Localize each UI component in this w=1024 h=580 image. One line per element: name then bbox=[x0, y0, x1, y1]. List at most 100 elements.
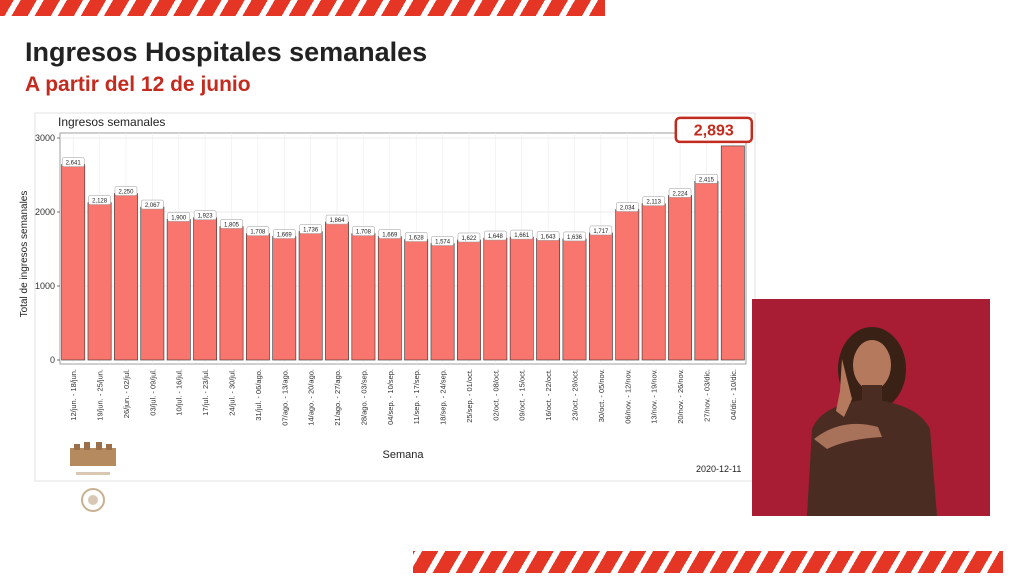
chart-title: Ingresos semanales bbox=[58, 115, 165, 129]
x-tick-label: 27/nov. - 03/dic. bbox=[702, 369, 711, 422]
decorative-stripe-top bbox=[0, 0, 605, 16]
bar bbox=[298, 231, 323, 361]
x-axis-label: Semana bbox=[383, 449, 425, 461]
data-label: 1,648 bbox=[488, 234, 504, 240]
data-label: 1,643 bbox=[541, 234, 557, 240]
x-tick-label: 13/nov. - 19/nov. bbox=[650, 369, 659, 424]
data-label: 1,864 bbox=[330, 218, 346, 224]
data-label-box bbox=[378, 229, 402, 239]
x-tick-label: 28/ago. - 03/sep. bbox=[359, 369, 368, 425]
decorative-stripe-bottom bbox=[413, 551, 1003, 573]
bar bbox=[272, 236, 297, 361]
data-label: 1,669 bbox=[277, 232, 293, 238]
bar bbox=[562, 238, 587, 361]
y-tick-label: 3000 bbox=[35, 133, 55, 143]
bar bbox=[325, 221, 349, 361]
data-label-box bbox=[589, 225, 613, 236]
data-label: 1,923 bbox=[198, 214, 214, 220]
x-tick-label: 10/jul. - 16/jul. bbox=[175, 369, 184, 416]
interpreter-figure bbox=[807, 327, 937, 516]
bar bbox=[694, 180, 719, 361]
x-tick-label: 06/nov. - 12/nov. bbox=[623, 369, 632, 424]
x-tick-label: 14/ago. - 20/ago. bbox=[307, 369, 316, 426]
x-tick-label: 24/jul. - 30/jul. bbox=[228, 369, 237, 416]
emblem-logo bbox=[68, 440, 118, 515]
x-tick-label: 12/jun. - 18/jun. bbox=[69, 369, 78, 421]
bar bbox=[219, 226, 244, 361]
data-label-box bbox=[536, 231, 560, 241]
bar bbox=[351, 233, 376, 361]
x-tick-label: 25/sep. - 01/oct. bbox=[465, 369, 474, 423]
data-label-box bbox=[88, 195, 111, 205]
data-label: 1,574 bbox=[435, 240, 451, 246]
x-tick-label: 11/sep. - 17/sep. bbox=[412, 369, 421, 424]
data-label: 1,717 bbox=[593, 229, 609, 235]
x-tick-label: 19/jun. - 25/jun. bbox=[96, 369, 105, 421]
bar bbox=[114, 193, 138, 361]
data-label-box bbox=[668, 188, 692, 198]
x-tick-label: 07/ago. - 13/ago. bbox=[280, 369, 289, 426]
data-label: 2,128 bbox=[92, 199, 108, 205]
bar bbox=[588, 232, 613, 361]
x-tick-label: 21/ago. - 27/ago. bbox=[333, 369, 342, 426]
data-label-box bbox=[193, 210, 217, 220]
data-label-box bbox=[642, 196, 665, 206]
data-label: 1,708 bbox=[250, 230, 266, 236]
bar bbox=[193, 217, 218, 361]
data-label: 1,622 bbox=[461, 236, 477, 242]
x-tick-label: 31/jul. - 06/ago. bbox=[254, 369, 263, 421]
data-label: 1,669 bbox=[382, 232, 398, 238]
data-label: 1,708 bbox=[356, 230, 372, 236]
x-tick-label: 09/oct. - 15/oct. bbox=[518, 369, 527, 421]
data-label-box bbox=[273, 229, 296, 239]
data-label: 2,067 bbox=[145, 203, 161, 209]
bar bbox=[668, 195, 692, 361]
y-tick-label: 1000 bbox=[35, 281, 55, 291]
x-tick-label: 18/sep. - 24/sep. bbox=[439, 369, 448, 425]
y-tick-label: 2000 bbox=[35, 207, 55, 217]
data-label: 1,736 bbox=[303, 228, 319, 234]
bar bbox=[641, 203, 666, 361]
x-tick-label: 30/oct. - 05/nov. bbox=[597, 369, 606, 422]
data-label: 1,900 bbox=[171, 215, 187, 221]
data-label-box bbox=[457, 232, 481, 243]
data-label-box bbox=[563, 231, 586, 242]
axes: 0 1000 2000 3000 12/jun. - 18/jun. 19/jun. - … bbox=[35, 133, 738, 426]
x-tick-label: 03/jul. - 09/jul. bbox=[148, 369, 157, 416]
bar bbox=[457, 239, 481, 361]
highlight-label-box bbox=[674, 116, 754, 144]
x-tick-label: 16/oct. - 22/oct. bbox=[544, 369, 553, 421]
page-title: Ingresos Hospitales semanales bbox=[25, 37, 428, 67]
data-label-box bbox=[220, 219, 243, 229]
data-label: 1,805 bbox=[224, 222, 240, 228]
data-label: 2,034 bbox=[620, 205, 636, 211]
data-label-box bbox=[325, 214, 349, 225]
y-tick-label: 0 bbox=[50, 355, 55, 365]
bar bbox=[615, 209, 640, 361]
bar bbox=[483, 237, 508, 361]
bars: 2,641 2,128 2,250 2,067 1,900 1,923 1,805 1,708… bbox=[61, 116, 754, 361]
data-label-box bbox=[484, 230, 507, 241]
data-label: 2,250 bbox=[118, 190, 134, 196]
date-note: 2020-12-11 bbox=[696, 464, 741, 474]
bar bbox=[430, 243, 455, 361]
data-label-box bbox=[510, 229, 533, 240]
bar bbox=[87, 202, 112, 361]
bar bbox=[509, 236, 534, 361]
data-label-box bbox=[352, 226, 375, 236]
data-label-box bbox=[695, 174, 718, 184]
y-axis-label: Total de ingresos semanales bbox=[19, 191, 30, 318]
data-label-box bbox=[431, 236, 454, 246]
x-tick-label: 17/jul. - 23/jul. bbox=[201, 369, 210, 416]
bar bbox=[166, 219, 191, 361]
data-label-box bbox=[246, 226, 270, 236]
bar bbox=[377, 236, 402, 361]
data-label-box bbox=[616, 202, 639, 212]
data-label-box bbox=[141, 199, 164, 210]
x-tick-label: 20/nov. - 26/nov. bbox=[676, 369, 685, 424]
x-tick-label: 04/dic. - 10/dic. bbox=[729, 369, 738, 420]
bar bbox=[720, 145, 745, 361]
data-label: 2,641 bbox=[66, 161, 82, 167]
data-label-box bbox=[299, 224, 322, 234]
